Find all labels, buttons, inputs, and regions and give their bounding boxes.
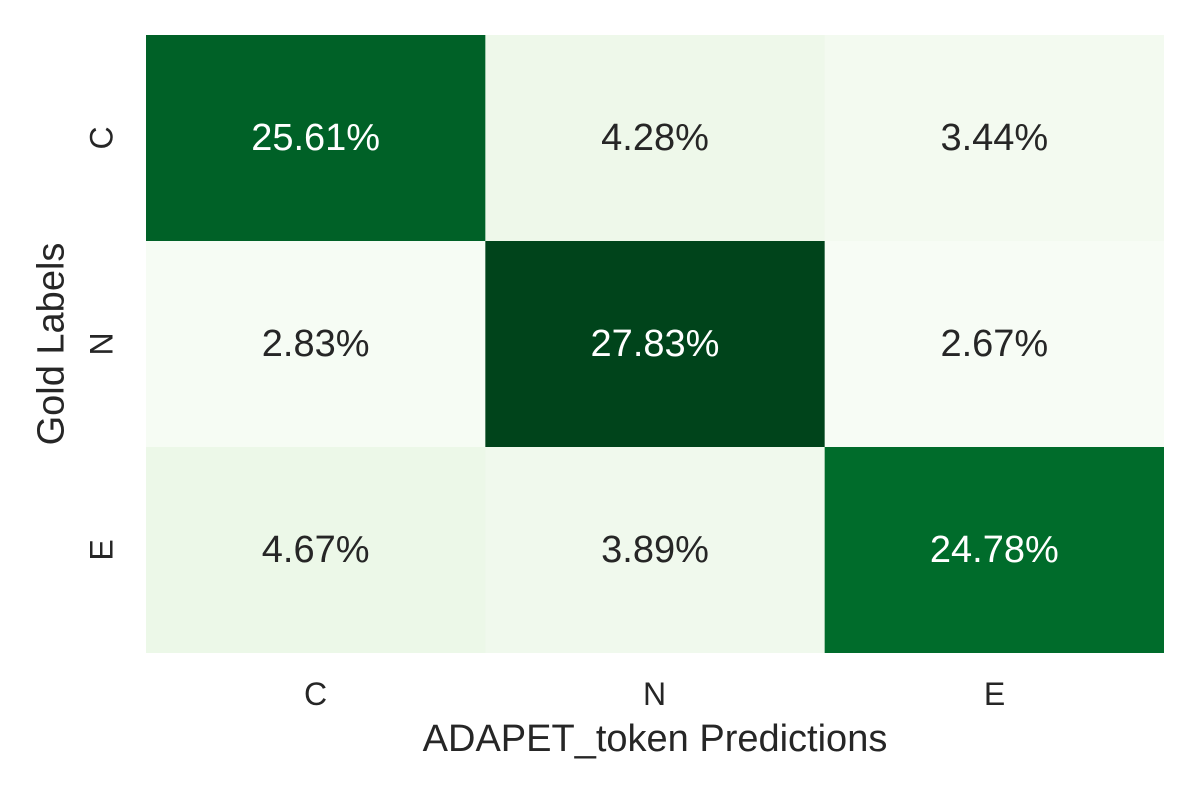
cell-value-label: 4.67% (262, 529, 370, 571)
heatmap-cell (485, 241, 826, 448)
heatmap-cell (146, 447, 486, 653)
heatmap-cell (824, 241, 1164, 448)
cell-value-label: 25.61% (251, 117, 380, 159)
x-tick-label: C (303, 676, 328, 712)
heatmap-cell (146, 241, 486, 448)
x-axis-title: ADAPET_token Predictions (422, 718, 888, 760)
y-axis-title: Gold Labels (30, 242, 73, 446)
cell-value-label: 3.89% (601, 529, 709, 571)
heatmap-cell (485, 35, 826, 242)
x-tick-label: N (642, 676, 667, 712)
cell-value-label: 2.67% (940, 323, 1048, 365)
cell-value-label: 24.78% (930, 529, 1059, 571)
y-tick-label: N (83, 332, 120, 356)
heatmap-cell (485, 447, 826, 653)
heatmap-cell (146, 35, 486, 242)
cell-value-label: 4.28% (601, 117, 709, 159)
heatmap-grid: 25.61% 4.28% 3.44% 2.83% 27.83% 2.67% 4.67% 3.8… (146, 35, 1164, 653)
cell-value-label: 27.83% (591, 323, 720, 365)
y-tick-label: E (83, 539, 120, 561)
heatmap-cell (824, 447, 1164, 653)
x-tick-label: E (983, 676, 1006, 712)
cell-value-label: 2.83% (262, 323, 370, 365)
cell-value-label: 3.44% (940, 117, 1048, 159)
y-tick-label: C (83, 126, 120, 150)
heatmap-cell (824, 35, 1164, 242)
